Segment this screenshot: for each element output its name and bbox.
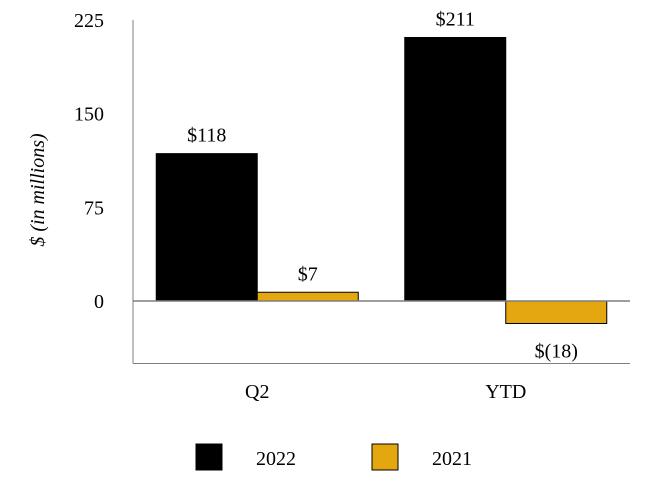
- legend-swatch: [371, 443, 399, 471]
- bars: [155, 36, 608, 324]
- data-labels: $118 $7 $211 $(18): [187, 8, 578, 362]
- y-tick-label: 225: [74, 10, 104, 32]
- data-label: $7: [298, 263, 318, 285]
- legend-label: 2021: [432, 448, 472, 470]
- data-label: $118: [187, 125, 226, 147]
- legend-label: 2022: [256, 448, 296, 470]
- y-tick-label: 150: [74, 104, 104, 126]
- category-label: Q2: [245, 381, 269, 403]
- bar-2021-q2: [256, 291, 359, 302]
- data-label: $211: [436, 8, 475, 30]
- y-tick-label: 0: [94, 291, 104, 313]
- bar-2022-ytd: [404, 36, 507, 302]
- bar-2021-ytd: [505, 300, 608, 324]
- y-axis-title: $ (in millions): [27, 133, 49, 247]
- data-label: $(18): [535, 340, 578, 362]
- category-label: YTD: [485, 381, 526, 403]
- category-labels: Q2 YTD: [245, 381, 526, 403]
- y-axis-ticks: 0 75 150 225: [74, 10, 104, 313]
- bar-2022-q2: [155, 153, 258, 302]
- legend-swatch: [195, 443, 223, 471]
- y-tick-label: 75: [84, 197, 104, 219]
- legend: 2022 2021: [195, 443, 472, 471]
